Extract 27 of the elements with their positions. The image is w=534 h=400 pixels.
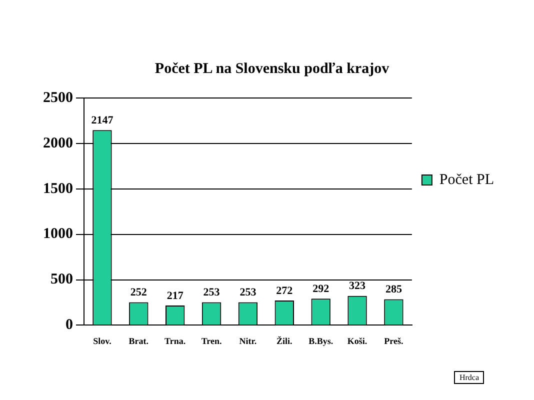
data-label: 252	[130, 286, 148, 299]
legend-label: Počet PL	[439, 172, 494, 188]
x-tick-label: Preš.	[384, 336, 404, 346]
x-tick-label: Slov.	[93, 336, 112, 346]
chart-title: Počet PL na Slovensku podľa krajov	[154, 60, 390, 77]
text: Hrdca	[454, 371, 484, 384]
data-label: 272	[276, 284, 294, 297]
x-tick-label: B.Bys.	[308, 336, 334, 346]
x-tick-label: Brat.	[128, 336, 149, 346]
y-tick-label: 1000	[43, 226, 73, 242]
x-tick-label: Nitr.	[239, 336, 257, 346]
x-tick-label: Tren.	[201, 336, 222, 346]
data-label: 323	[349, 280, 366, 292]
data-label: 285	[385, 284, 402, 296]
x-tick-label: Koši.	[347, 336, 368, 346]
x-tick-label: Trna.	[164, 336, 186, 346]
data-label: 2147	[91, 114, 114, 126]
data-label: 292	[312, 283, 330, 296]
y-tick-label: 2500	[43, 90, 73, 106]
data-label: 253	[240, 286, 257, 299]
y-tick-label: 2000	[43, 135, 73, 152]
x-tick-label: Žili.	[276, 336, 292, 346]
y-tick-label: 0	[66, 317, 73, 334]
y-tick-label: 500	[50, 272, 73, 288]
data-label: 253	[203, 286, 220, 299]
data-label: 217	[166, 290, 184, 302]
y-tick-label: 1500	[43, 180, 73, 197]
